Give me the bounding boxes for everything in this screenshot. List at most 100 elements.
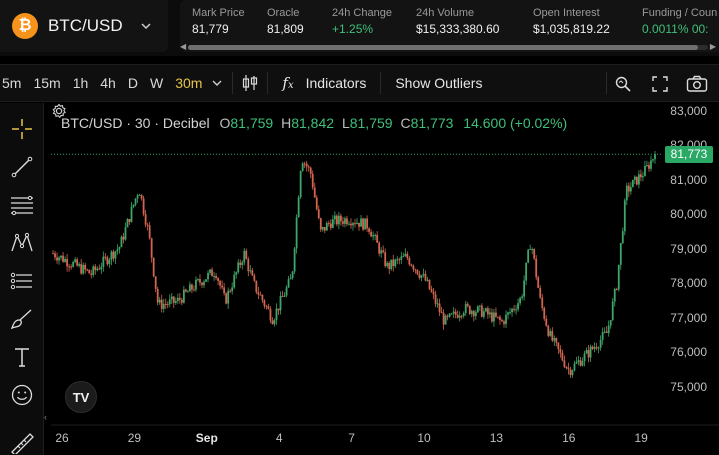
candle-body xyxy=(507,312,509,315)
candle-body xyxy=(126,219,129,228)
candle-body xyxy=(253,275,256,281)
measure-tool[interactable] xyxy=(8,267,36,295)
candle-body xyxy=(160,299,163,309)
candle-body xyxy=(422,273,425,276)
candle-body xyxy=(122,236,125,240)
candle-body xyxy=(166,304,169,306)
indicators-button[interactable]: fx Indicators xyxy=(276,74,372,92)
candle-body xyxy=(549,331,552,336)
candle-body xyxy=(418,274,421,278)
candle-body xyxy=(503,321,505,325)
candle-body xyxy=(142,198,145,215)
text-tool[interactable] xyxy=(8,343,36,371)
candle-body xyxy=(138,194,141,196)
candle-body xyxy=(152,257,155,277)
candle-body xyxy=(452,311,455,314)
crosshair-tool[interactable] xyxy=(8,115,36,143)
ruler-tool[interactable] xyxy=(8,429,36,455)
chevron-down-icon[interactable] xyxy=(210,78,224,88)
candle-body xyxy=(174,301,177,303)
brush-tool[interactable] xyxy=(8,305,36,333)
candle-body xyxy=(442,312,445,325)
candles xyxy=(52,150,656,379)
collapse-toolbar-icon[interactable]: ‹ xyxy=(44,412,47,422)
show-outliers-button[interactable]: Show Outliers xyxy=(389,75,488,91)
tradingview-logo[interactable]: TV xyxy=(65,381,97,413)
price-chart[interactable]: BTC/USD · 30 · Decibel O81,759 H81,842 L… xyxy=(51,103,719,455)
candle-body xyxy=(416,269,419,275)
candle-body xyxy=(213,275,215,277)
scrollbar-thumb[interactable] xyxy=(188,45,698,50)
y-tick-label: 80,000 xyxy=(670,207,707,222)
candle-body xyxy=(523,280,526,297)
scroll-left-icon[interactable]: ◀ xyxy=(180,42,187,51)
candle-body xyxy=(464,303,467,314)
candle-body xyxy=(438,303,441,313)
candle-body xyxy=(642,176,644,178)
stat-value: 0.0011% 00: xyxy=(642,22,709,36)
candle-body xyxy=(444,315,447,325)
candle-body xyxy=(579,360,582,366)
candle-body xyxy=(140,194,143,199)
candle-body xyxy=(529,249,532,251)
candle-body xyxy=(545,318,548,326)
candle-body xyxy=(499,316,501,321)
candle-body xyxy=(172,296,175,303)
timeframe-30m[interactable]: 30m xyxy=(175,75,203,91)
magnify-button[interactable] xyxy=(610,73,636,95)
emoji-tool[interactable] xyxy=(8,381,36,409)
candle-body xyxy=(337,215,340,225)
timeframe-4h[interactable]: 4h xyxy=(100,75,116,91)
candle-body xyxy=(398,259,401,261)
candle-body xyxy=(434,294,437,304)
candle-body xyxy=(207,272,209,280)
pair-selector[interactable]: ₿ BTC/USD xyxy=(0,0,168,52)
candle-body xyxy=(360,218,362,227)
timeframe-w[interactable]: W xyxy=(149,75,164,91)
candle-body xyxy=(52,253,54,255)
timeframe-15m[interactable]: 15m xyxy=(33,75,61,91)
legend-high: 81,842 xyxy=(291,115,335,131)
emoji-icon xyxy=(11,384,33,406)
candle-body xyxy=(573,363,576,371)
candle-body xyxy=(191,284,193,290)
fullscreen-button[interactable] xyxy=(647,73,673,95)
candle-body xyxy=(633,176,636,180)
candle-body xyxy=(509,312,511,314)
screenshot-button[interactable] xyxy=(684,73,710,95)
candle-body xyxy=(414,269,417,271)
trendline-tool[interactable] xyxy=(8,153,36,181)
stat-value: 81,809 xyxy=(267,22,304,36)
candle-body xyxy=(331,219,334,228)
candle-body xyxy=(108,259,111,265)
fullscreen-icon xyxy=(652,76,668,92)
candlestick-plot[interactable] xyxy=(51,103,719,455)
candle-body xyxy=(382,250,385,253)
scroll-right-icon[interactable]: ▶ xyxy=(709,42,716,51)
candle-body xyxy=(364,218,366,230)
ruler-icon xyxy=(11,433,34,454)
candle-body xyxy=(62,255,64,262)
timeframe-d[interactable]: D xyxy=(127,75,138,91)
candle-body xyxy=(378,242,381,254)
timeframe-1h[interactable]: 1h xyxy=(72,75,89,91)
candles-icon[interactable] xyxy=(241,73,259,93)
candle-body xyxy=(482,311,485,317)
gear-icon[interactable] xyxy=(51,103,67,119)
candle-body xyxy=(569,369,572,376)
candle-body xyxy=(215,275,217,279)
pattern-tool[interactable] xyxy=(8,229,36,257)
candle-body xyxy=(315,197,318,210)
stat-label: 24h Change xyxy=(332,7,392,19)
timeframe-5m[interactable]: 5m xyxy=(2,75,22,91)
candle-body xyxy=(225,293,228,304)
header-scrollbar[interactable]: ◀ ▶ xyxy=(180,42,716,51)
candle-body xyxy=(607,325,610,333)
candle-body xyxy=(621,231,624,243)
brush-icon xyxy=(10,309,32,330)
candle-body xyxy=(581,361,584,366)
candle-body xyxy=(327,223,330,225)
fib-tool[interactable] xyxy=(8,191,36,219)
candle-body xyxy=(342,221,344,224)
candle-body xyxy=(178,297,181,300)
